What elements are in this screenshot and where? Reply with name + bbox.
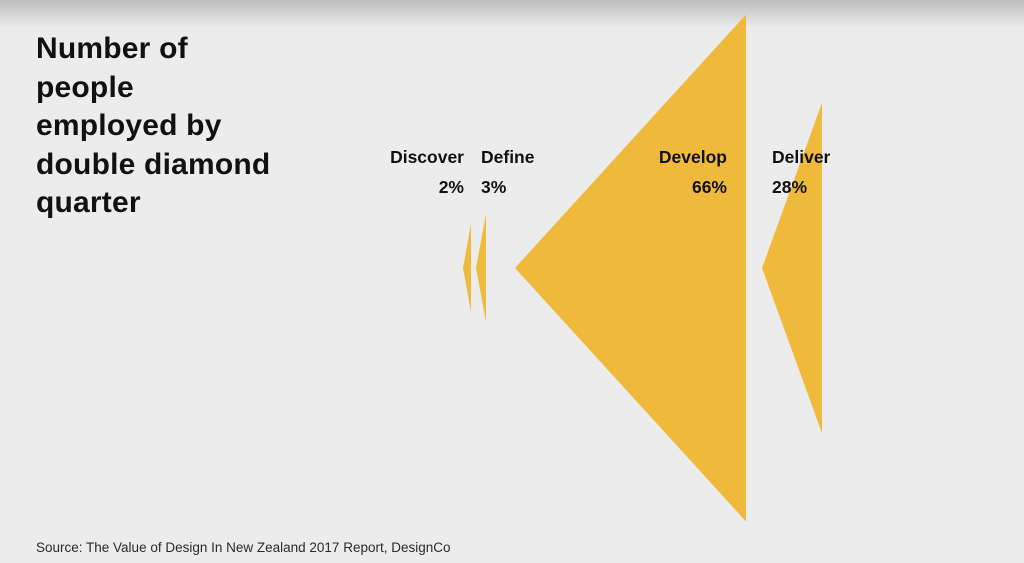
triangle-develop [515, 14, 746, 522]
triangle-deliver [762, 102, 822, 434]
source-note: Source: The Value of Design In New Zeala… [36, 540, 451, 555]
value-label-develop: 66% [692, 177, 727, 197]
triangle-define [476, 213, 486, 323]
top-shade [0, 0, 1024, 28]
value-label-discover: 2% [439, 177, 465, 197]
category-label-develop: Develop [659, 147, 727, 167]
chart-title: Number of people employed by double diam… [36, 32, 271, 219]
category-label-deliver: Deliver [772, 147, 831, 167]
value-label-define: 3% [481, 177, 507, 197]
triangle-discover [463, 223, 471, 313]
value-label-deliver: 28% [772, 177, 807, 197]
category-label-discover: Discover [390, 147, 464, 167]
category-label-define: Define [481, 147, 535, 167]
